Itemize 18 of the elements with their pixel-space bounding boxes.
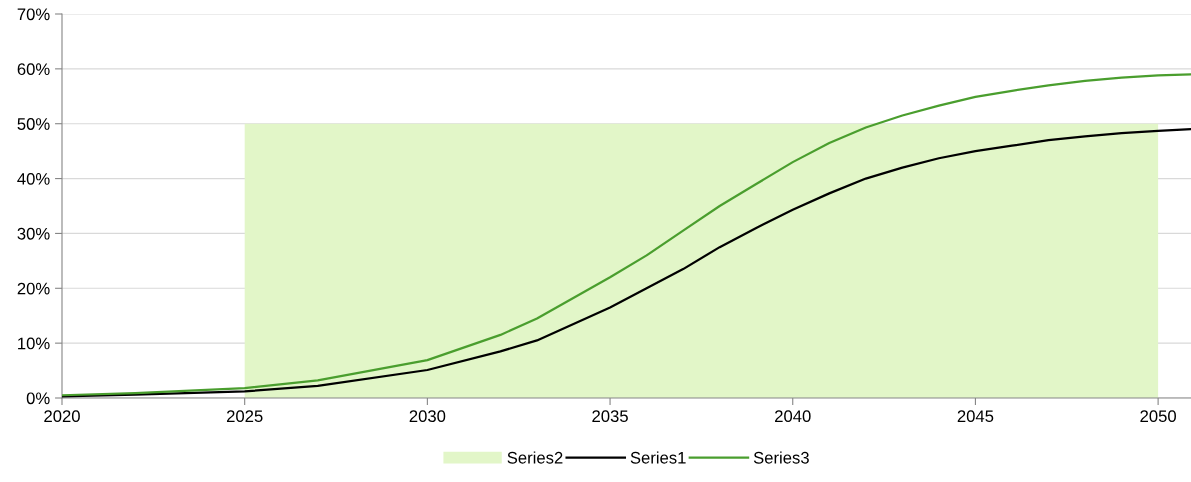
- x-tick-label: 2050: [1140, 410, 1176, 423]
- y-tick-label: 20%: [17, 282, 50, 295]
- x-tick-label: 2020: [44, 410, 80, 423]
- legend-label: Series1: [630, 451, 686, 464]
- y-tick-label: 0%: [26, 392, 50, 405]
- y-tick-label: 60%: [17, 63, 50, 76]
- y-tick-label: 10%: [18, 337, 50, 350]
- x-tick-label: 2045: [957, 410, 994, 423]
- x-tick-label: 2040: [775, 410, 811, 423]
- y-tick-label: 70%: [17, 8, 50, 21]
- y-tick-label: 40%: [17, 172, 50, 185]
- x-tick-label: 2035: [592, 410, 628, 423]
- legend-label: Series2: [507, 451, 563, 464]
- y-tick-label: 30%: [17, 227, 50, 240]
- y-tick-label: 50%: [17, 118, 50, 130]
- x-tick-label: 2025: [226, 410, 263, 423]
- legend-label: Series3: [753, 451, 809, 464]
- x-tick-label: 2030: [409, 410, 446, 423]
